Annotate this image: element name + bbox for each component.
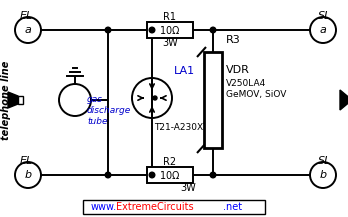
Circle shape <box>210 27 216 33</box>
Circle shape <box>105 27 111 33</box>
Text: 3W: 3W <box>162 38 178 48</box>
Text: telephone line: telephone line <box>1 60 11 140</box>
Text: T21-A230X: T21-A230X <box>154 123 203 133</box>
Text: b: b <box>24 170 32 180</box>
Text: gas
discharge
tube: gas discharge tube <box>87 95 131 126</box>
Text: R1: R1 <box>164 12 176 22</box>
Text: EL: EL <box>19 11 33 21</box>
Text: R2: R2 <box>164 157 176 167</box>
Circle shape <box>149 172 155 178</box>
Bar <box>18 96 23 104</box>
Circle shape <box>105 172 111 178</box>
Text: SL: SL <box>318 156 332 166</box>
Text: ExtremeCircuits: ExtremeCircuits <box>116 202 193 212</box>
Text: 10$\Omega$: 10$\Omega$ <box>159 169 181 181</box>
Text: R3: R3 <box>226 35 241 45</box>
Text: b: b <box>319 170 326 180</box>
Circle shape <box>149 27 155 33</box>
Text: a: a <box>319 25 326 35</box>
Text: 10$\Omega$: 10$\Omega$ <box>159 24 181 36</box>
Bar <box>147 167 193 183</box>
Circle shape <box>210 172 216 178</box>
Polygon shape <box>8 92 18 108</box>
Bar <box>147 22 193 38</box>
Text: .net: .net <box>223 202 242 212</box>
Text: VDR: VDR <box>226 65 250 75</box>
Polygon shape <box>340 90 348 110</box>
Text: www.: www. <box>91 202 117 212</box>
Text: GeMOV, SiOV: GeMOV, SiOV <box>226 90 286 100</box>
Bar <box>83 200 265 214</box>
Text: LA1: LA1 <box>174 66 195 76</box>
Text: SL: SL <box>318 11 332 21</box>
Bar <box>204 52 222 148</box>
Text: EL: EL <box>19 156 33 166</box>
Text: V250LA4: V250LA4 <box>226 79 266 89</box>
Text: a: a <box>25 25 31 35</box>
Text: 3W: 3W <box>180 183 196 193</box>
Circle shape <box>153 96 157 100</box>
